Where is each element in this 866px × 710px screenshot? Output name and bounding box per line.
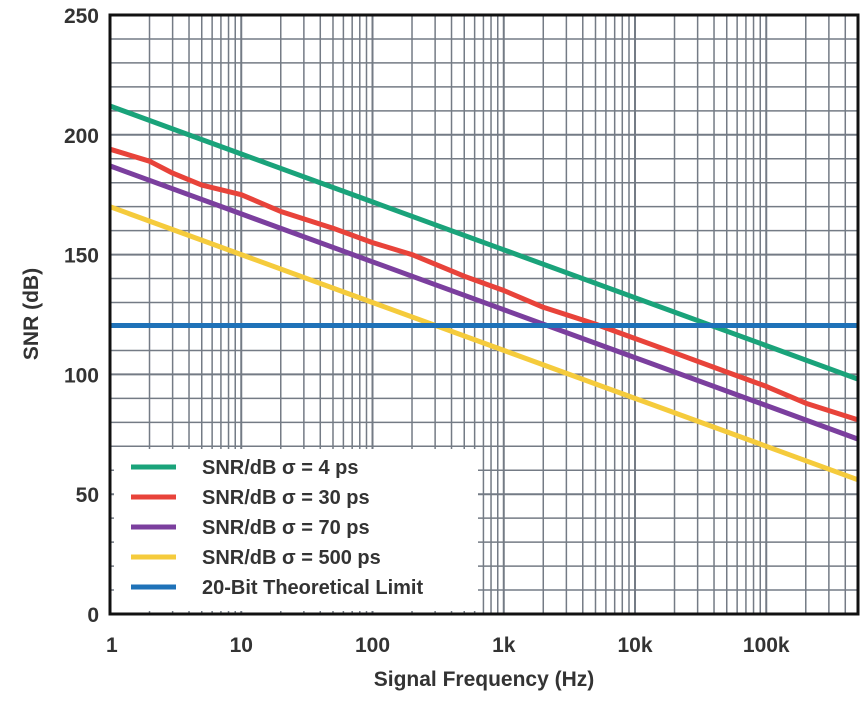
legend: SNR/dB σ = 4 ps SNR/dB σ = 30 ps SNR/dB σ … xyxy=(114,449,478,611)
x-tick-label: 1k xyxy=(492,634,516,657)
series-line-4 xyxy=(109,204,859,483)
y-tick-label: 150 xyxy=(64,245,99,268)
tick-labels: 1 10 100 1k 10k 100k 0 50 100 150 200 250 xyxy=(64,5,790,657)
legend-label: 20-Bit Theoretical Limit xyxy=(202,577,423,599)
x-axis-label: Signal Frequency (Hz) xyxy=(374,668,595,691)
x-tick-label: 1 xyxy=(106,634,118,657)
plot-frame xyxy=(108,13,860,616)
x-tick-label: 100k xyxy=(743,634,790,657)
series-lines xyxy=(109,103,859,483)
legend-label: SNR/dB σ = 4 ps xyxy=(202,457,359,479)
y-tick-label: 200 xyxy=(64,125,99,148)
legend-background xyxy=(114,449,478,611)
x-tick-label: 10 xyxy=(230,634,253,657)
y-tick-label: 0 xyxy=(87,604,99,627)
series-line-1 xyxy=(109,103,859,382)
legend-label: SNR/dB σ = 70 ps xyxy=(202,517,370,539)
legend-label: SNR/dB σ = 500 ps xyxy=(202,547,381,569)
series-line-3 xyxy=(109,163,859,442)
y-tick-label: 50 xyxy=(76,484,99,507)
y-tick-label: 100 xyxy=(64,364,99,387)
series-line-2 xyxy=(109,146,859,423)
x-tick-label: 10k xyxy=(617,634,652,657)
legend-label: SNR/dB σ = 30 ps xyxy=(202,487,370,509)
x-tick-label: 100 xyxy=(355,634,390,657)
y-tick-label: 250 xyxy=(64,5,99,28)
y-axis-label: SNR (dB) xyxy=(20,268,43,360)
